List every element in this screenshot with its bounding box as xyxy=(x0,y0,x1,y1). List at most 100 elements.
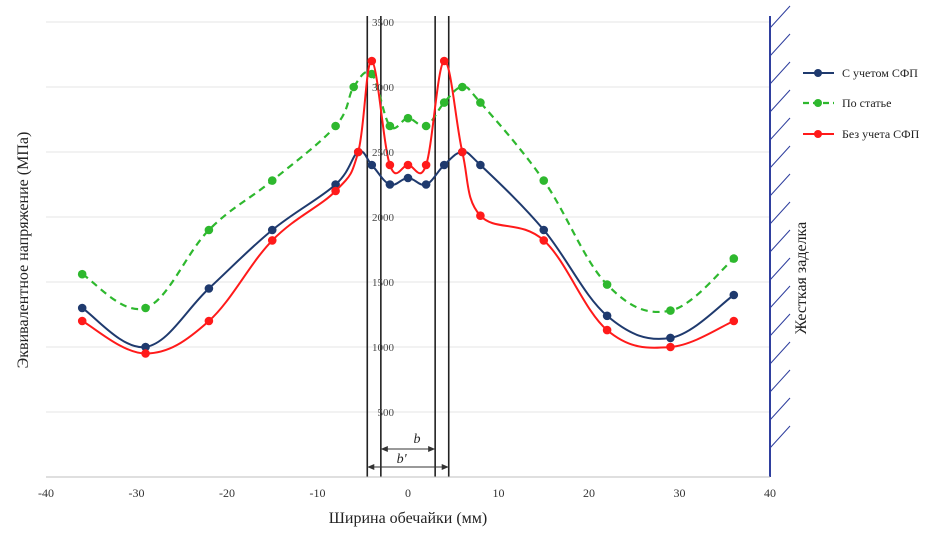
y-axis-title: Эквивалентное напряжение (МПа) xyxy=(15,132,32,369)
data-point xyxy=(421,180,431,189)
x-tick-label: -10 xyxy=(310,486,326,500)
y-tick-label: 1000 xyxy=(372,342,395,354)
hatch-stroke xyxy=(769,285,791,309)
data-point xyxy=(77,316,87,326)
x-tick-labels: -40 -30 -20 -10 0 10 20 30 40 xyxy=(38,486,776,500)
data-point xyxy=(385,160,395,170)
data-point xyxy=(353,147,363,157)
data-point xyxy=(267,225,277,235)
data-point xyxy=(421,121,431,131)
hatch-stroke xyxy=(769,257,791,281)
hatch-stroke xyxy=(769,369,791,393)
dimension-b-prime-label: b' xyxy=(397,452,408,467)
hatch-stroke xyxy=(769,229,791,253)
data-point xyxy=(403,160,413,170)
data-point xyxy=(666,306,675,315)
data-point xyxy=(539,225,549,235)
legend-entry: Без учета СФП xyxy=(842,127,920,141)
data-point xyxy=(729,290,739,300)
data-point xyxy=(267,236,277,245)
x-tick-label: 20 xyxy=(583,486,595,500)
legend: С учетом СФП По статье Без учета СФП xyxy=(803,66,920,141)
data-point xyxy=(458,147,467,157)
data-point xyxy=(77,303,87,313)
data-point xyxy=(403,113,413,123)
hatch-stroke xyxy=(769,201,791,225)
arrow-head xyxy=(367,464,375,470)
x-tick-label: 0 xyxy=(405,486,411,500)
data-point xyxy=(421,160,431,170)
y-tick-label: 2000 xyxy=(372,212,395,224)
data-point xyxy=(476,160,485,170)
data-point xyxy=(539,236,549,245)
grid-lines xyxy=(46,21,770,413)
data-point xyxy=(367,160,377,170)
data-point xyxy=(602,311,612,321)
legend-swatch-marker xyxy=(814,130,822,138)
arrow-head xyxy=(428,446,436,452)
data-point xyxy=(666,342,675,352)
x-axis-title: Ширина обечайки (мм) xyxy=(329,510,488,527)
legend-swatch-marker xyxy=(814,69,822,77)
hatch-stroke xyxy=(769,117,791,141)
y-tick-label: 500 xyxy=(378,407,395,419)
data-point xyxy=(267,176,277,185)
section-boundary-lines xyxy=(366,16,450,477)
data-point xyxy=(403,173,413,183)
data-point xyxy=(602,280,612,289)
hatch-stroke xyxy=(769,89,791,113)
data-point xyxy=(141,303,150,313)
data-point xyxy=(141,349,150,358)
arrow-head xyxy=(380,446,388,452)
data-point xyxy=(458,82,467,92)
legend-entry: С учетом СФП xyxy=(842,66,918,80)
series-line xyxy=(81,59,735,355)
dimension-b-label: b xyxy=(414,432,421,447)
data-point xyxy=(77,269,87,279)
hatch-stroke xyxy=(769,313,791,337)
data-point xyxy=(602,325,612,335)
data-point xyxy=(729,316,739,326)
series-line xyxy=(81,70,735,314)
x-tick-label: 30 xyxy=(674,486,686,500)
data-point xyxy=(666,333,675,343)
data-point xyxy=(204,316,214,326)
hatch-stroke xyxy=(769,173,791,197)
data-point xyxy=(385,180,395,189)
data-point xyxy=(439,56,449,66)
data-point xyxy=(729,254,739,263)
hatch-stroke xyxy=(769,5,791,29)
x-tick-label: -40 xyxy=(38,486,54,500)
y-tick-label: 3500 xyxy=(372,17,395,29)
hatch-stroke xyxy=(769,61,791,85)
hatch-stroke xyxy=(769,33,791,57)
wall-label: Жесткая заделка xyxy=(793,222,810,334)
x-tick-label: 40 xyxy=(764,486,776,500)
data-point xyxy=(439,160,449,170)
hatch-stroke xyxy=(769,397,791,421)
y-tick-label: 1500 xyxy=(372,277,395,289)
x-tick-label: 10 xyxy=(493,486,505,500)
legend-entry: По статье xyxy=(842,96,891,110)
y-tick-label: 2500 xyxy=(372,147,395,159)
y-tick-label: 3000 xyxy=(372,82,395,94)
data-point xyxy=(367,56,377,66)
dimension-annotations: b b' xyxy=(367,432,449,470)
legend-swatch-marker xyxy=(814,99,822,107)
data-point xyxy=(331,186,340,196)
data-point xyxy=(476,98,485,107)
x-tick-label: -30 xyxy=(129,486,145,500)
data-point xyxy=(204,284,214,293)
hatch-stroke xyxy=(769,425,791,449)
data-point xyxy=(331,180,340,189)
x-tick-label: -20 xyxy=(219,486,235,500)
data-point xyxy=(331,121,340,131)
data-point xyxy=(539,176,549,185)
y-tick-labels: 500 1000 1500 2000 2500 3000 3500 xyxy=(372,17,395,419)
data-point xyxy=(141,342,150,352)
data-point xyxy=(204,225,214,235)
data-point xyxy=(349,82,359,92)
hatch-stroke xyxy=(769,341,791,365)
data-point xyxy=(385,121,395,131)
